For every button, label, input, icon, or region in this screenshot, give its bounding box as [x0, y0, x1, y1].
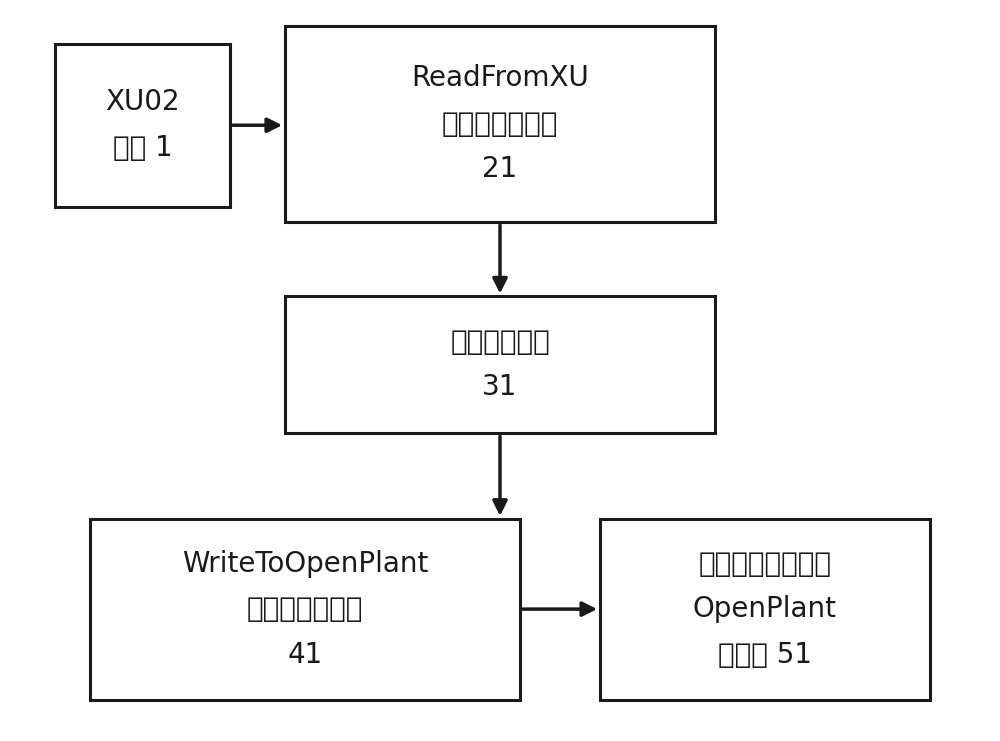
FancyBboxPatch shape	[285, 296, 715, 433]
FancyBboxPatch shape	[285, 26, 715, 222]
FancyBboxPatch shape	[55, 44, 230, 207]
Text: WriteToOpenPlant
接收与写入模块
41: WriteToOpenPlant 接收与写入模块 41	[182, 550, 428, 668]
FancyBboxPatch shape	[90, 519, 520, 700]
Text: 安全隔离装置
31: 安全隔离装置 31	[450, 328, 550, 402]
FancyBboxPatch shape	[600, 519, 930, 700]
Text: XU02
系统 1: XU02 系统 1	[105, 88, 180, 162]
Text: 应急辅助决策系统
OpenPlant
数据库 51: 应急辅助决策系统 OpenPlant 数据库 51	[693, 550, 837, 668]
Text: ReadFromXU
采集与发送模块
21: ReadFromXU 采集与发送模块 21	[411, 64, 589, 183]
